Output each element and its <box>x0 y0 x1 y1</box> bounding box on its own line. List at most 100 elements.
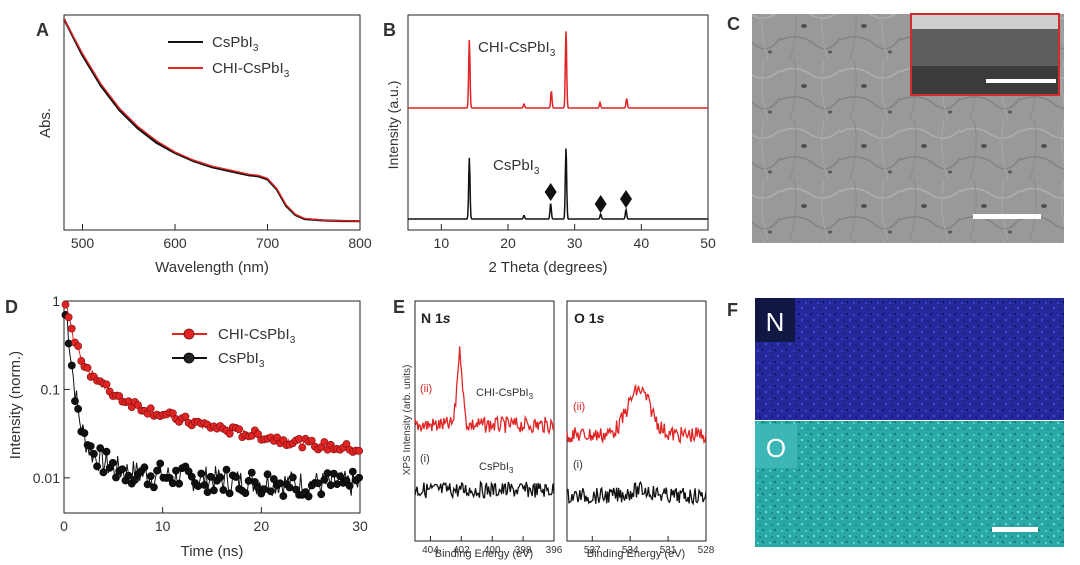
panel-d-point-cspbi3 <box>269 475 278 483</box>
panel-d-point-cspbi3 <box>317 490 326 499</box>
panel-e-line <box>414 480 555 500</box>
panel-b-line-chi <box>408 31 708 109</box>
legend-a-label-chi: CHI-CsPbI3 <box>212 60 290 80</box>
panel-d-point-cspbi3 <box>156 459 165 468</box>
panel-d-point-chi <box>102 380 111 389</box>
panel-d-xtick-label: 20 <box>254 518 270 534</box>
panel-b-series <box>408 31 708 220</box>
panel-d-point-cspbi3 <box>209 486 218 495</box>
panel-d-point-cspbi3 <box>99 468 108 477</box>
panel-d-point-cspbi3 <box>225 489 234 498</box>
eds-n-label: N <box>766 307 785 337</box>
panel-e-tag-n-i: (i) <box>420 453 430 465</box>
panel-d-point-cspbi3 <box>146 472 155 481</box>
sem-inset-scale-bar <box>986 79 1056 83</box>
panel-d-xlabel: Time (ns) <box>181 543 244 560</box>
panel-d: 0 10 20 30 1 0.1 0.01 Intensity (norm.) Time (… <box>7 293 368 560</box>
panel-letter-d: D <box>5 297 18 317</box>
panel-letter-e: E <box>393 297 405 317</box>
panel-d-ylabel: Intensity (norm.) <box>7 351 24 459</box>
panel-e-tag-o-ii: (ii) <box>573 401 585 413</box>
legend-a-label-cspbi3: CsPbI3 <box>212 34 259 54</box>
panel-letter-b: B <box>383 20 396 40</box>
panel-d-xtick-label: 10 <box>155 518 171 534</box>
panel-e-xtick-label: 528 <box>698 545 715 556</box>
panel-d-point-cspbi3 <box>71 397 79 406</box>
panel-e-xtick-label: 531 <box>660 545 677 556</box>
panel-e-ylabel: XPS Intensity (arb. units) <box>402 365 413 476</box>
panel-d-point-cspbi3 <box>348 467 357 476</box>
panel-d-point-cspbi3 <box>194 482 202 490</box>
panel-e-line <box>566 384 707 444</box>
panel-a-xtick-label: 800 <box>348 235 372 251</box>
panel-e-series <box>414 346 707 506</box>
panel-d-ytick-label: 0.1 <box>41 381 61 397</box>
panel-d-point-chi <box>235 425 244 434</box>
panel-d-point-cspbi3 <box>219 486 228 494</box>
panel-d-point-cspbi3 <box>86 442 95 451</box>
panel-e-line <box>414 346 555 435</box>
panel-a-line-chi <box>63 18 361 222</box>
eds-scale-bar <box>992 527 1038 532</box>
panel-d-point-cspbi3 <box>345 481 354 490</box>
panel-b-xlabel: 2 Theta (degrees) <box>489 259 608 276</box>
panel-b-xtick-label: 20 <box>500 235 516 251</box>
panel-d-point-cspbi3 <box>96 444 105 453</box>
panel-e: 404 402 400 398 396 537 534 531 528 N 1s O 1s XP… <box>402 300 715 560</box>
panel-b-label-chi: CHI-CsPbI3 <box>478 39 556 59</box>
panel-d-frame <box>63 300 361 514</box>
panel-d-point-cspbi3 <box>124 471 133 480</box>
panel-b-label-cspbi3: CsPbI3 <box>493 157 540 177</box>
panel-a-x-ticks: 500 600 700 800 <box>71 224 372 251</box>
panel-d-point-cspbi3 <box>118 465 127 474</box>
panel-letter-a: A <box>36 20 49 40</box>
panel-b-ylabel: Intensity (a.u.) <box>385 81 401 170</box>
panel-d-point-cspbi3 <box>143 480 152 489</box>
panel-b-diamond-marker <box>544 183 557 201</box>
panel-e-xtick-label: 398 <box>515 545 532 556</box>
panel-d-point-cspbi3 <box>326 481 335 490</box>
panel-e-label-chi: CHI-CsPbI3 <box>476 387 534 401</box>
panel-d-point-cspbi3 <box>336 472 345 481</box>
eds-o-label-box <box>755 424 797 468</box>
panel-e-tag-o-i: (i) <box>573 459 583 471</box>
eds-n-label-box <box>755 298 795 342</box>
panel-d-point-cspbi3 <box>108 458 117 467</box>
panel-d-point-cspbi3 <box>304 492 313 501</box>
panel-a-xtick-label: 500 <box>71 235 95 251</box>
panel-d-point-cspbi3 <box>197 469 206 478</box>
panel-b-diamond-marker <box>594 195 607 213</box>
panel-a-xlabel: Wavelength (nm) <box>155 259 269 276</box>
panel-d-point-cspbi3 <box>244 476 253 485</box>
legend-d-marker-chi <box>183 328 195 340</box>
panel-d-point-chi <box>355 446 364 455</box>
panel-d-point-cspbi3 <box>320 475 329 484</box>
panel-letter-f: F <box>727 300 738 320</box>
panel-e-ticks: 404 402 400 398 396 537 534 531 528 <box>422 536 715 556</box>
panel-d-point-cspbi3 <box>216 473 225 482</box>
panel-d-point-cspbi3 <box>247 468 256 477</box>
panel-e-xtick-label: 402 <box>453 545 470 556</box>
panel-d-point-chi <box>67 324 76 333</box>
panel-d-point-cspbi3 <box>266 487 275 496</box>
panel-d-xtick-label: 0 <box>60 518 68 534</box>
eds-n-map <box>755 298 1064 420</box>
panel-e-frame-o1s <box>566 300 707 542</box>
panel-e-line <box>566 480 707 506</box>
panel-d-point-cspbi3 <box>333 480 341 489</box>
panel-b-x-ticks: 10 20 30 40 50 <box>434 224 716 251</box>
legend-d-marker-cspbi3 <box>183 352 195 364</box>
panel-d-point-cspbi3 <box>102 447 111 456</box>
panel-d-point-chi <box>146 404 155 413</box>
panel-a-series <box>63 18 361 223</box>
panel-e-title-o1s: O 1s <box>574 310 605 326</box>
panel-letter-c: C <box>727 14 740 34</box>
panel-d-point-chi <box>74 342 83 351</box>
panel-b-diamond-markers <box>544 183 632 213</box>
panel-d-point-cspbi3 <box>222 465 231 474</box>
panel-b-diamond-marker <box>620 190 632 208</box>
panel-b: 10 20 30 40 50 Intensity (a.u.) 2 Theta (deg… <box>385 14 716 276</box>
panel-d-point-cspbi3 <box>67 361 76 370</box>
panel-a: 500 600 700 800 Abs. Wavelength (nm) CsPbI3… <box>37 14 372 276</box>
panel-d-point-cspbi3 <box>187 472 196 481</box>
